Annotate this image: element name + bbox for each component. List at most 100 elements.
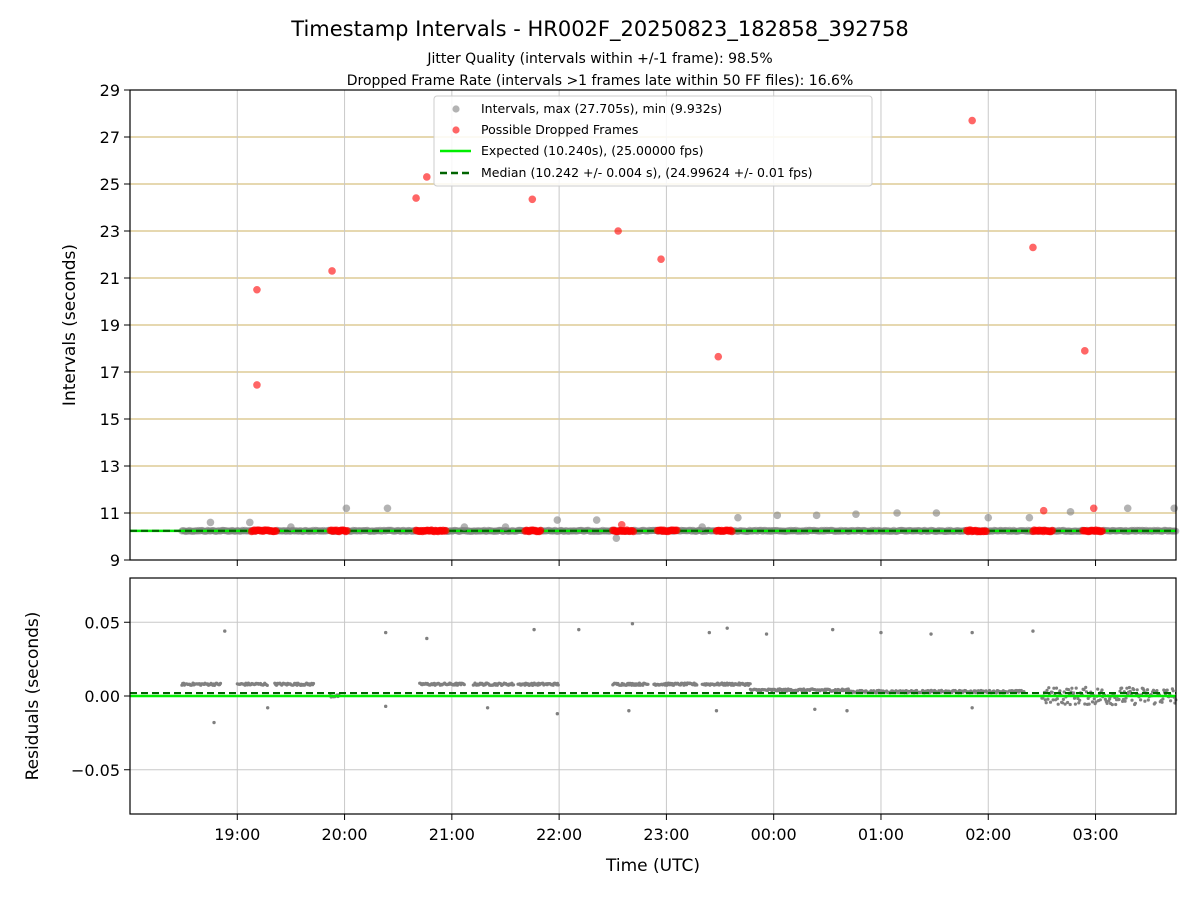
residual-point — [748, 682, 752, 686]
residual-outlier-point — [630, 622, 635, 626]
residual-point — [1145, 688, 1150, 692]
residual-outlier-point — [383, 704, 388, 709]
intervals-panel: 9 11 13 15 17 19 21 23 25 27 29 Intervals (seconds… — [60, 81, 1180, 570]
intervals-y-tick-label: 25 — [100, 175, 120, 194]
interval-outlier-point — [984, 513, 993, 522]
interval-outlier-point — [698, 523, 706, 531]
residual-outlier-point — [577, 627, 581, 632]
residual-point — [1108, 697, 1112, 701]
residual-point — [1117, 697, 1121, 702]
residual-point — [1161, 697, 1165, 701]
dropped-frame-point — [728, 527, 736, 536]
intervals-y-axis-label: Intervals (seconds) — [60, 244, 80, 406]
residual-point — [462, 683, 466, 687]
residuals-y-ticks: −0.05 0.00 0.05 — [71, 613, 130, 780]
residual-point — [1063, 702, 1067, 706]
residual-point — [1146, 698, 1150, 702]
x-tick-label: 20:00 — [322, 825, 368, 844]
residual-point — [1077, 701, 1081, 705]
dropped-frame-point — [272, 527, 280, 535]
dropped-frame-point — [982, 527, 990, 536]
residual-point — [1050, 690, 1054, 694]
interval-outlier-point — [1066, 508, 1075, 516]
interval-outlier-point — [592, 516, 601, 524]
residual-point — [1068, 702, 1072, 707]
residual-point — [1100, 688, 1104, 692]
residual-outlier-point — [845, 709, 849, 713]
dropped-frame-point — [1048, 526, 1057, 535]
intervals-y-tick-label: 19 — [100, 316, 120, 335]
dropped-frame-point — [412, 194, 420, 202]
intervals-y-tick-label: 23 — [100, 222, 120, 241]
residual-point — [1078, 698, 1082, 702]
residual-point — [1105, 701, 1109, 706]
residual-point — [1151, 688, 1156, 692]
residual-point — [1051, 698, 1055, 702]
interval-outlier-point — [612, 534, 621, 542]
residual-point — [1061, 697, 1065, 702]
residual-point — [1160, 700, 1164, 704]
intervals-y-ticks: 9 11 13 15 17 19 21 23 25 27 29 — [100, 81, 130, 570]
dropped-frame-point — [657, 255, 665, 263]
chart-subtitle-dropped: Dropped Frame Rate (intervals >1 frames … — [347, 73, 854, 89]
residual-point — [1142, 688, 1146, 693]
residual-point — [1169, 699, 1173, 703]
legend-box — [433, 95, 873, 187]
residual-point — [1056, 702, 1060, 706]
dropped-frame-point — [1029, 243, 1037, 252]
residual-point — [1046, 697, 1050, 701]
dropped-frame-point — [714, 352, 723, 361]
interval-outlier-point — [812, 511, 821, 520]
residual-point — [1123, 699, 1127, 703]
interval-outlier-point — [893, 509, 901, 517]
residual-outlier-point — [725, 626, 729, 630]
dropped-frame-point — [253, 381, 261, 389]
interval-outlier-point — [1123, 504, 1132, 513]
residuals-y-axis-label: Residuals (seconds) — [23, 612, 43, 781]
residual-outlier-point — [212, 720, 216, 725]
residual-point — [1055, 697, 1059, 701]
residual-point — [1110, 703, 1114, 707]
dropped-frame-point — [1098, 527, 1107, 535]
residual-point — [1072, 696, 1077, 700]
legend-intervals-label: Intervals, max (27.705s), min (9.932s) — [481, 101, 722, 116]
dropped-frame-point — [968, 116, 976, 125]
interval-outlier-point — [932, 509, 941, 517]
residual-point — [1127, 685, 1131, 690]
x-tick-label: 23:00 — [643, 825, 689, 844]
interval-outlier-point — [501, 523, 510, 531]
dropped-frame-point — [1081, 347, 1089, 355]
residual-outlier-point — [383, 630, 388, 635]
residual-point — [1045, 688, 1049, 693]
dropped-frame-point — [328, 267, 336, 275]
residual-outlier-point — [714, 709, 719, 713]
residual-point — [1133, 701, 1137, 705]
residual-point — [311, 681, 316, 686]
residual-point — [1124, 696, 1128, 700]
residual-point — [1066, 688, 1071, 692]
legend-intervals-marker — [452, 105, 460, 113]
residual-outlier-point — [223, 629, 227, 633]
intervals-y-tick-label: 13 — [100, 457, 120, 476]
interval-outlier-point — [553, 516, 562, 524]
residuals-panel: −0.05 0.00 0.05 19:00 20:00 21:00 22:00 23:00 0… — [23, 577, 1178, 876]
interval-outlier-point — [245, 518, 254, 527]
residual-point — [1125, 686, 1129, 690]
residual-point — [1048, 700, 1053, 704]
interval-outlier-point — [1025, 513, 1034, 522]
residual-point — [646, 682, 650, 686]
residual-outlier-point — [555, 712, 560, 716]
residual-point — [1044, 701, 1048, 705]
intervals-y-tick-label: 27 — [100, 128, 120, 147]
x-tick-label: 02:00 — [965, 825, 1011, 844]
chart-subtitle-jitter: Jitter Quality (intervals within +/-1 fr… — [426, 51, 772, 67]
interval-outlier-point — [383, 504, 392, 513]
x-tick-label: 03:00 — [1072, 825, 1118, 844]
interval-outlier-point — [773, 511, 782, 520]
residual-point — [1070, 686, 1074, 690]
x-tick-label: 22:00 — [536, 825, 582, 844]
residual-point — [218, 681, 223, 686]
residual-point — [1058, 689, 1062, 693]
residual-point — [1052, 686, 1056, 690]
